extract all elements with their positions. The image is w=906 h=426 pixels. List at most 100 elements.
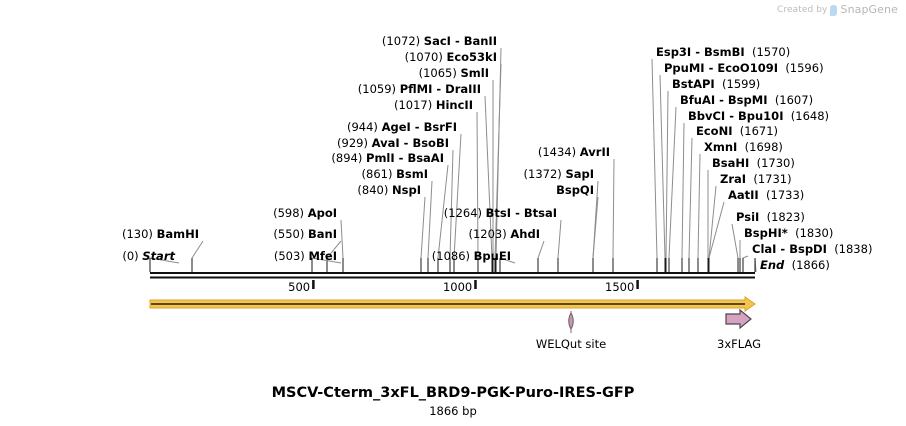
site-enzyme-name: Start (142, 249, 175, 263)
site-position: (1017) (393, 98, 433, 112)
site-enzyme-name: Bpu10I (738, 109, 784, 123)
site-enzyme-name: BsaAI (407, 151, 444, 165)
site-enzyme-name: AvaI (371, 136, 400, 150)
site-enzyme-name: BanI (308, 227, 337, 241)
site-enzyme-name: BtsaI (523, 206, 557, 220)
restriction-site-label: PsiI (1823) (736, 211, 805, 224)
site-enzyme-name: SacI (423, 34, 451, 48)
site-leader-line (537, 240, 545, 272)
site-enzyme-name: BtsI (485, 206, 512, 220)
site-position: (1648) (790, 109, 830, 123)
restriction-site-label: (1070) Eco53kI (0, 51, 497, 64)
site-enzyme-name: PflMI (399, 82, 433, 96)
site-leader-line (499, 257, 516, 272)
site-leader-line (659, 74, 666, 272)
site-position: (0) (122, 249, 139, 263)
ruler-tick-label: 1000 (442, 280, 473, 294)
site-enzyme-name: BsrFI (423, 120, 457, 134)
restriction-site-label: BbvCI - Bpu10I (1648) (688, 110, 829, 123)
site-leader-line (191, 240, 204, 272)
site-position: (130) (121, 227, 153, 241)
site-enzyme-name: BspDI (789, 242, 827, 256)
site-leader-line (484, 95, 493, 272)
restriction-site-label: (1086) BpuEI (0, 250, 511, 263)
site-position: (1072) (381, 34, 421, 48)
watermark-brand: SnapGene (840, 3, 898, 16)
site-enzyme-name: NspI (392, 183, 421, 197)
restriction-site-label: (130) BamHI (0, 228, 199, 241)
site-leader-line (708, 185, 717, 272)
site-enzyme-name: BsmI (396, 167, 428, 181)
site-leader-line (449, 149, 454, 272)
restriction-site-label: (1203) AhdI (0, 228, 540, 241)
orf-arrow (149, 296, 756, 312)
site-leader-line (681, 122, 685, 272)
site-position: (840) (357, 183, 389, 197)
name-separator: - (394, 151, 408, 165)
ruler-tick-label: 500 (288, 280, 311, 294)
feature-caption: 3xFLAG (717, 337, 761, 351)
restriction-site-label: BspHI* (1830) (744, 227, 833, 240)
site-enzyme-name: BsaHI (712, 156, 750, 170)
site-position: (1671) (739, 124, 779, 138)
site-leader-line (708, 201, 725, 272)
page-title: MSCV-Cterm_3xFL_BRD9-PGK-Puro-IRES-GFP (271, 385, 635, 401)
site-enzyme-name: AhdI (510, 227, 540, 241)
site-leader-line (592, 196, 599, 272)
restriction-site-label: (1059) PflMI - DraIII (0, 83, 481, 96)
site-position: (1830) (795, 226, 834, 240)
site-position: (503) (273, 249, 305, 263)
site-leader-line (731, 223, 739, 272)
site-enzyme-name: SapI (565, 167, 594, 181)
map-feature[interactable] (568, 311, 574, 333)
name-separator: - (399, 136, 413, 150)
restriction-site-label: (0) Start (0, 250, 175, 263)
site-enzyme-name: HincII (435, 98, 473, 112)
site-enzyme-name: Esp3I (656, 45, 692, 59)
site-position: (1570) (751, 45, 791, 59)
site-position: (1733) (766, 188, 805, 202)
name-separator: - (715, 93, 728, 107)
site-position: (598) (273, 206, 305, 220)
site-enzyme-name: BsoBI (412, 136, 449, 150)
restriction-site-label: (861) BsmI (0, 168, 428, 181)
site-leader-line (557, 219, 562, 272)
site-enzyme-name: BfuAI (680, 93, 716, 107)
restriction-site-label: ZraI (1731) (720, 173, 792, 186)
site-leader-line (742, 255, 749, 272)
site-position: (944) (346, 120, 378, 134)
site-enzyme-name: End (760, 258, 785, 272)
name-separator: - (776, 242, 790, 256)
sequence-length: 1866 bp (429, 404, 477, 418)
site-position: (1434) (537, 145, 577, 159)
site-position: (1086) (431, 249, 471, 263)
site-leader-line (437, 164, 449, 272)
name-separator: - (691, 45, 704, 59)
site-leader-line (340, 219, 344, 272)
restriction-site-label: (944) AgeI - BsrFI (0, 121, 457, 134)
restriction-site-label: AatII (1733) (728, 189, 804, 202)
restriction-site-label: End (1866) (760, 259, 830, 272)
site-position: (861) (361, 167, 393, 181)
restriction-site-label: (1372) SapI (0, 168, 594, 181)
site-position: (1065) (418, 66, 457, 80)
site-leader-line (612, 158, 615, 272)
restriction-site-label: BstAPI (1599) (672, 78, 760, 91)
site-leader-line (494, 63, 502, 272)
site-enzyme-name: EcoO109I (717, 61, 778, 75)
site-position: (1607) (774, 93, 814, 107)
site-enzyme-name: BspQI (556, 183, 594, 197)
restriction-site-label: XmnI (1698) (704, 141, 783, 154)
site-position: (1730) (756, 156, 795, 170)
snapgene-logo-icon (830, 5, 838, 16)
ruler-tick (474, 280, 477, 289)
restriction-site-label: (929) AvaI - BsoBI (0, 137, 449, 150)
name-separator: - (432, 82, 446, 96)
site-position: (1866) (791, 258, 830, 272)
map-feature[interactable] (725, 308, 752, 330)
restriction-site-label: Esp3I - BsmBI (1570) (656, 46, 790, 59)
restriction-site-label: PpuMI - EcoO109I (1596) (664, 62, 824, 75)
restriction-site-label: (1264) BtsI - BtsaI (0, 207, 557, 220)
